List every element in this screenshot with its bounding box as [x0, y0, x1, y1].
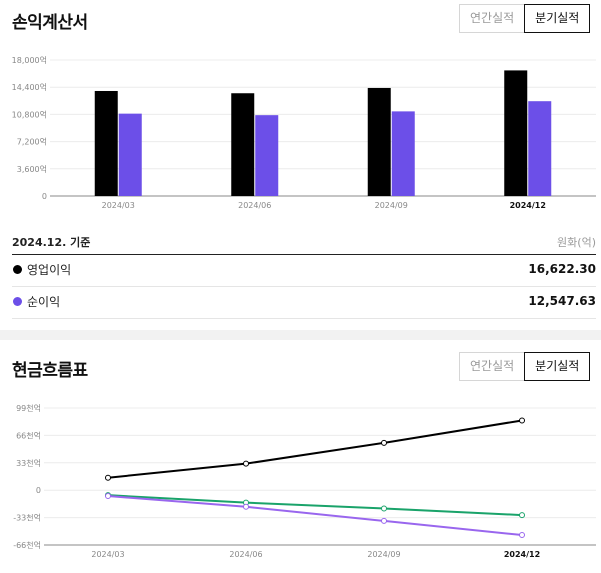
- x-tick-label: 2024/03: [102, 201, 135, 210]
- bar-operating-profit: [231, 93, 255, 196]
- y-tick-label: 10,800억: [12, 109, 47, 119]
- income-statement-title: 손익계산서: [12, 13, 88, 33]
- y-tick-label: 0: [36, 486, 41, 495]
- net-income-legend-dot: [13, 297, 22, 306]
- series-point-0: [519, 417, 525, 424]
- x-tick-label: 2024/12: [504, 550, 540, 559]
- net-income-value: 12,547.63: [528, 294, 596, 308]
- x-tick-label: 2024/06: [229, 550, 262, 559]
- net-income-label: 순이익: [27, 295, 61, 309]
- cash-flow-period-toggle: 연간실적 분기실적: [459, 352, 591, 381]
- series-point-2: [519, 532, 525, 539]
- cash-flow-section: 현금흐름표 연간실적 분기실적 -66천억 -33천억 0 33천억 66천억 99천억 2…: [0, 340, 601, 573]
- bar-operating-profit: [504, 70, 528, 196]
- series-line-1: [107, 494, 523, 517]
- x-tick-label: 2024/06: [238, 201, 271, 210]
- basis-row: 2024.12. 기준 원화(억): [12, 232, 596, 254]
- series-point-1: [381, 505, 387, 512]
- series-point-0: [381, 439, 387, 446]
- bar-operating-profit: [94, 90, 118, 196]
- y-tick-label: 7,200억: [17, 137, 47, 147]
- income-statement-section: 손익계산서 연간실적 분기실적 0 3,600억 7,200억 10,800억 14,4…: [12, 4, 596, 319]
- series-point-2: [381, 517, 387, 524]
- operating-profit-legend-dot: [13, 265, 22, 274]
- y-tick-label: -33천억: [13, 513, 41, 523]
- cf-annual-results-button[interactable]: 연간실적: [459, 352, 526, 381]
- y-tick-label: 3,600억: [17, 164, 47, 174]
- section-divider: [0, 330, 601, 340]
- y-tick-label: 99천억: [16, 403, 41, 413]
- operating-profit-value: 16,622.30: [528, 262, 596, 276]
- bar-net-income: [528, 101, 552, 196]
- y-tick-label: 0: [42, 192, 47, 201]
- y-tick-label: 14,400억: [12, 82, 47, 92]
- currency-unit: 원화(억): [557, 236, 596, 249]
- cash-flow-line-chart: -66천억 -33천억 0 33천억 66천억 99천억 2024/03 2024/06 202…: [13, 403, 596, 559]
- y-tick-label: -66천억: [13, 540, 41, 550]
- series-point-2: [243, 503, 249, 510]
- net-income-row: 순이익 12,547.63: [12, 287, 596, 319]
- y-tick-label: 33천억: [16, 458, 41, 468]
- basis-divider: [12, 254, 596, 255]
- series-line-2: [107, 495, 523, 537]
- cash-flow-title: 현금흐름표: [12, 361, 88, 381]
- x-tick-label: 2024/09: [375, 201, 408, 210]
- cf-quarterly-results-button[interactable]: 분기실적: [524, 352, 591, 381]
- series-point-0: [105, 474, 111, 481]
- x-tick-label: 2024/03: [91, 550, 124, 559]
- series-point-0: [243, 460, 249, 467]
- operating-profit-row: 영업이익 16,622.30: [12, 255, 596, 287]
- bar-net-income: [118, 113, 142, 196]
- income-statement-bar-chart: 0 3,600억 7,200억 10,800억 14,400억 18,000억 2024/0…: [12, 55, 596, 210]
- bar-net-income: [255, 115, 279, 196]
- series-point-1: [519, 512, 525, 519]
- y-tick-label: 66천억: [16, 430, 41, 440]
- basis-date: 2024.12. 기준: [12, 236, 91, 249]
- quarterly-results-button[interactable]: 분기실적: [524, 4, 591, 33]
- bar-net-income: [391, 111, 415, 196]
- bar-operating-profit: [367, 87, 391, 196]
- x-tick-label: 2024/09: [367, 550, 400, 559]
- series-point-2: [105, 493, 111, 500]
- series-line-0: [107, 419, 523, 479]
- income-statement-period-toggle: 연간실적 분기실적: [459, 4, 591, 33]
- operating-profit-label: 영업이익: [27, 263, 72, 277]
- y-tick-label: 18,000억: [12, 55, 47, 65]
- x-tick-label: 2024/12: [510, 201, 546, 210]
